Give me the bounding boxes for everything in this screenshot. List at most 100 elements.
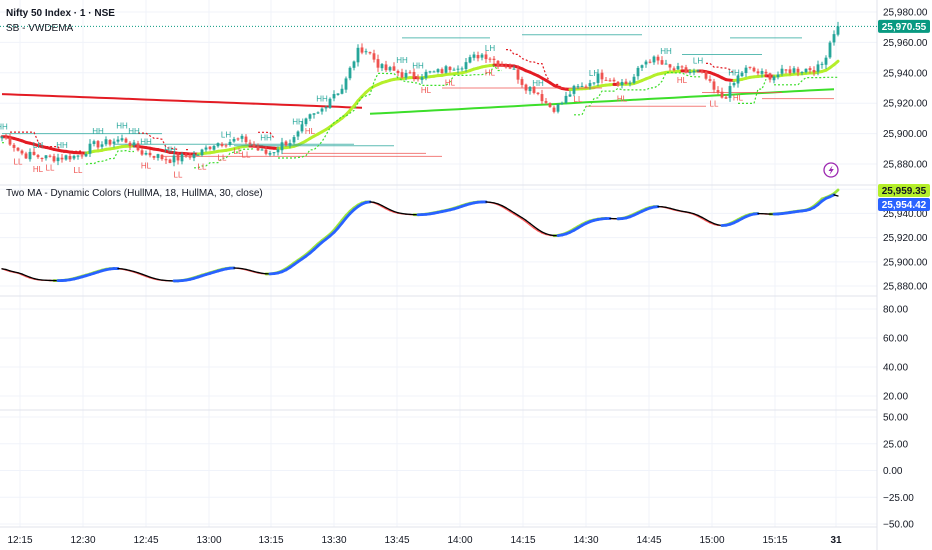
candle-body [472,54,476,58]
candle-body [236,138,240,140]
candle-body [788,69,792,74]
candle-body [808,68,812,71]
hma-legend[interactable]: Two MA - Dynamic Colors (HullMA, 18, Hul… [6,188,263,199]
hma-fast-segment [537,230,543,234]
long-ma-line [369,88,835,115]
candle-body [500,65,504,67]
time-tick-label: 12:45 [133,535,158,546]
hma-fast-segment [533,227,539,232]
candle-body [828,42,832,58]
hma-fast-segment [701,217,707,222]
hma-slow-segment [517,214,523,219]
hma-slow-segment [489,201,495,204]
candle-body [136,143,140,151]
candle-body [300,124,304,132]
candle-body [68,156,72,160]
candle-body [0,136,4,139]
candle-body [388,67,392,71]
candle-body [824,57,828,65]
candle-body [668,64,672,68]
candle-body [680,66,684,68]
candle-body [432,71,436,73]
candle-body [20,150,24,154]
pivot-label: LH [33,141,43,150]
candle-body [804,68,808,73]
candle-body [672,68,676,71]
lightning-icon[interactable] [823,162,839,178]
candle-body [72,155,76,159]
long-ma-down-line [1,93,363,109]
hma-slow-segment [493,202,499,205]
candle-body [316,112,320,114]
hma-slow-segment [685,211,691,214]
candle-body [772,76,776,81]
candle-body [816,64,820,72]
candle-body [708,79,712,81]
last-price-tag: 25,970.55 [878,19,930,33]
time-axis[interactable]: 12:15 12:30 12:45 13:00 13:15 13:30 13:45 14:00… [7,535,842,546]
candle-body [752,67,756,72]
candle-body [160,154,164,160]
candle-body [452,69,456,71]
candle-body [328,98,332,108]
hma-slow-segment [537,228,543,233]
hma-slow-segment [241,267,247,271]
hma-slow-segment [669,207,675,210]
candle-body [464,62,468,70]
pivot-label: HL [33,165,44,174]
candle-body [612,79,616,82]
hma-slow-segment [529,222,535,228]
candle-body [568,94,572,97]
indicator-label[interactable]: SB - VWDEMA [6,23,74,34]
candle-body [784,69,788,71]
symbol-title[interactable]: Nifty 50 Index · 1 · NSE [6,8,115,19]
candle-body [480,54,484,58]
hma-slow-segment [381,204,387,209]
hma-slow-segment [13,271,19,274]
osc2-tick-label: −50.00 [883,520,914,531]
hma-slow-segment [673,208,679,212]
candle-body [756,71,760,74]
pivot-label: HH [128,127,140,136]
candle-body [632,76,636,83]
hma-slow-segment [397,212,403,215]
candle-body [604,79,608,81]
candle-body [468,57,472,63]
price-axis[interactable]: 25,980.00 25,960.00 25,940.00 25,920.00 25,9… [883,8,928,531]
candle-body [448,66,452,70]
candle-body [324,107,328,109]
hma-fast-segment [501,206,507,210]
osc1-tick-label: 40.00 [883,363,908,374]
candle-body [184,154,188,157]
pivot-label: HH [56,141,68,150]
candle-body [84,154,88,157]
pivot-label: LH [589,69,599,78]
candle-body [560,103,564,105]
hma-slow-segment [364,200,372,204]
hma-slow-segment [17,272,23,275]
candle-body [224,145,228,147]
candle-body [716,90,720,93]
hma-slow-segment [705,218,711,223]
candle-body [88,143,92,154]
pivot-label: HH [140,138,152,147]
osc1-tick-label: 80.00 [883,305,908,316]
candle-body [196,154,200,156]
hma-slow-segment [145,275,151,278]
time-tick-label: 12:30 [70,535,95,546]
candle-body [692,70,696,73]
candle-body [428,71,432,73]
pivot-label: HH [728,68,740,77]
candle-body [412,71,416,78]
hma-slow-segment [713,222,719,226]
candle-body [176,155,180,161]
candle-body [504,66,508,68]
candle-body [764,71,768,74]
hma-slow-segment [681,210,687,213]
pivot-label: LL [234,147,243,156]
candle-body [704,71,708,79]
hma-slow-segment [385,207,391,211]
hma-slow-segment [697,214,703,219]
hma-fast-segment [21,274,27,278]
